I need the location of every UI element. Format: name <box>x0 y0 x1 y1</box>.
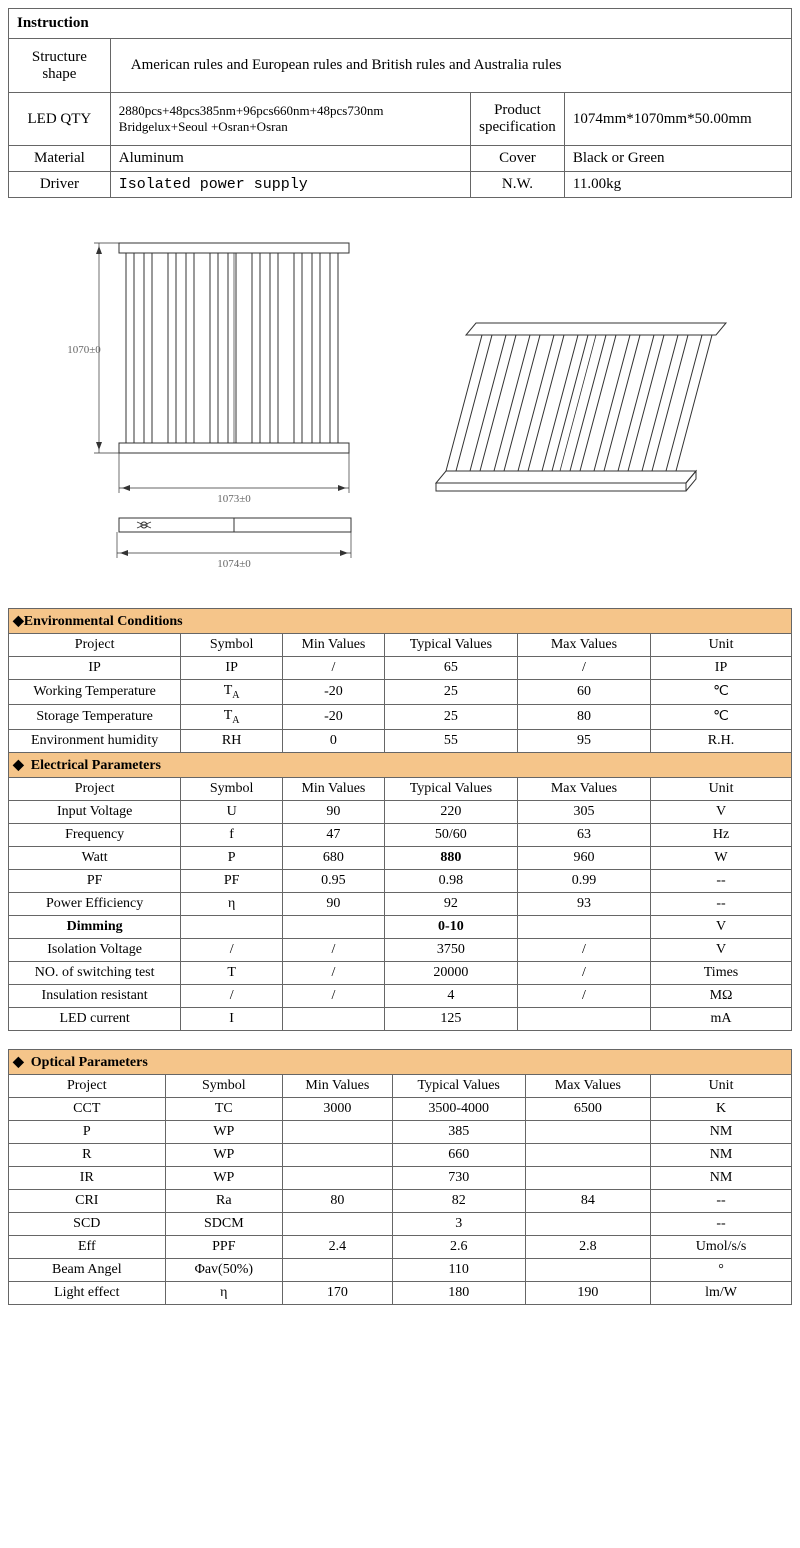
env-header-row: Project Symbol Min Values Typical Values… <box>9 634 792 657</box>
structure-shape-label: Structure shape <box>9 39 111 93</box>
table-row: CCTTC30003500-40006500K <box>9 1097 792 1120</box>
cover-value: Black or Green <box>564 146 791 172</box>
material-value: Aluminum <box>110 146 470 172</box>
product-spec-label: Product specification <box>470 93 564 146</box>
instruction-title: Instruction <box>9 9 792 39</box>
optical-header-row: Project Symbol Min Values Typical Values… <box>9 1074 792 1097</box>
nw-value: 11.00kg <box>564 172 791 198</box>
technical-drawings: 1070±0 1073±0 <box>8 218 792 588</box>
led-qty-value: 2880pcs+48pcs385nm+96pcs660nm+48pcs730nm… <box>110 93 470 146</box>
instruction-table: Instruction Structure shape American rul… <box>8 8 792 198</box>
table-row: NO. of switching testT/20000/Times <box>9 961 792 984</box>
table-row: PWP385NM <box>9 1120 792 1143</box>
table-row: Frequencyf4750/6063Hz <box>9 823 792 846</box>
table-row: Input VoltageU90220305V <box>9 800 792 823</box>
table-row: IRWP730NM <box>9 1166 792 1189</box>
table-row: PFPF0.950.980.99-- <box>9 869 792 892</box>
table-row: Beam AngelΦav(50%)110° <box>9 1258 792 1281</box>
table-row: Insulation resistant//4/MΩ <box>9 984 792 1007</box>
environmental-conditions-table: ◆Environmental Conditions Project Symbol… <box>8 608 792 1031</box>
material-label: Material <box>9 146 111 172</box>
table-row: WattP680880960W <box>9 846 792 869</box>
env-section-header: ◆Environmental Conditions <box>9 609 792 634</box>
table-row: Isolation Voltage//3750/V <box>9 938 792 961</box>
cover-label: Cover <box>470 146 564 172</box>
table-row: Storage TemperatureTA-202580℃ <box>9 704 792 729</box>
table-row: LED currentI125mA <box>9 1007 792 1030</box>
svg-text:1070±0: 1070±0 <box>67 344 101 356</box>
driver-value: Isolated power supply <box>110 172 470 198</box>
elec-header-row: Project Symbol Min Values Typical Values… <box>9 777 792 800</box>
front-side-drawing: 1070±0 1073±0 <box>44 228 364 578</box>
table-row: Dimming0-10V <box>9 915 792 938</box>
optical-section-header: ◆ Optical Parameters <box>9 1049 792 1074</box>
table-row: SCDSDCM3-- <box>9 1212 792 1235</box>
svg-text:1073±0: 1073±0 <box>217 493 251 505</box>
optical-parameters-table: ◆ Optical Parameters Project Symbol Min … <box>8 1049 792 1305</box>
table-row: Light effectη170180190lm/W <box>9 1281 792 1304</box>
led-qty-label: LED QTY <box>9 93 111 146</box>
driver-label: Driver <box>9 172 111 198</box>
nw-label: N.W. <box>470 172 564 198</box>
table-row: CRIRa808284-- <box>9 1189 792 1212</box>
iso-drawing <box>416 273 756 533</box>
structure-shape-value: American rules and European rules and Br… <box>110 39 791 93</box>
table-row: EffPPF2.42.62.8Umol/s/s <box>9 1235 792 1258</box>
table-row: IPIP/65/IP <box>9 657 792 680</box>
elec-section-header: ◆ Electrical Parameters <box>9 752 792 777</box>
table-row: Working TemperatureTA-202560℃ <box>9 680 792 705</box>
svg-text:1074±0: 1074±0 <box>217 558 251 570</box>
table-row: Environment humidityRH05595R.H. <box>9 729 792 752</box>
table-row: Power Efficiencyη909293-- <box>9 892 792 915</box>
table-row: RWP660NM <box>9 1143 792 1166</box>
product-spec-value: 1074mm*1070mm*50.00mm <box>564 93 791 146</box>
